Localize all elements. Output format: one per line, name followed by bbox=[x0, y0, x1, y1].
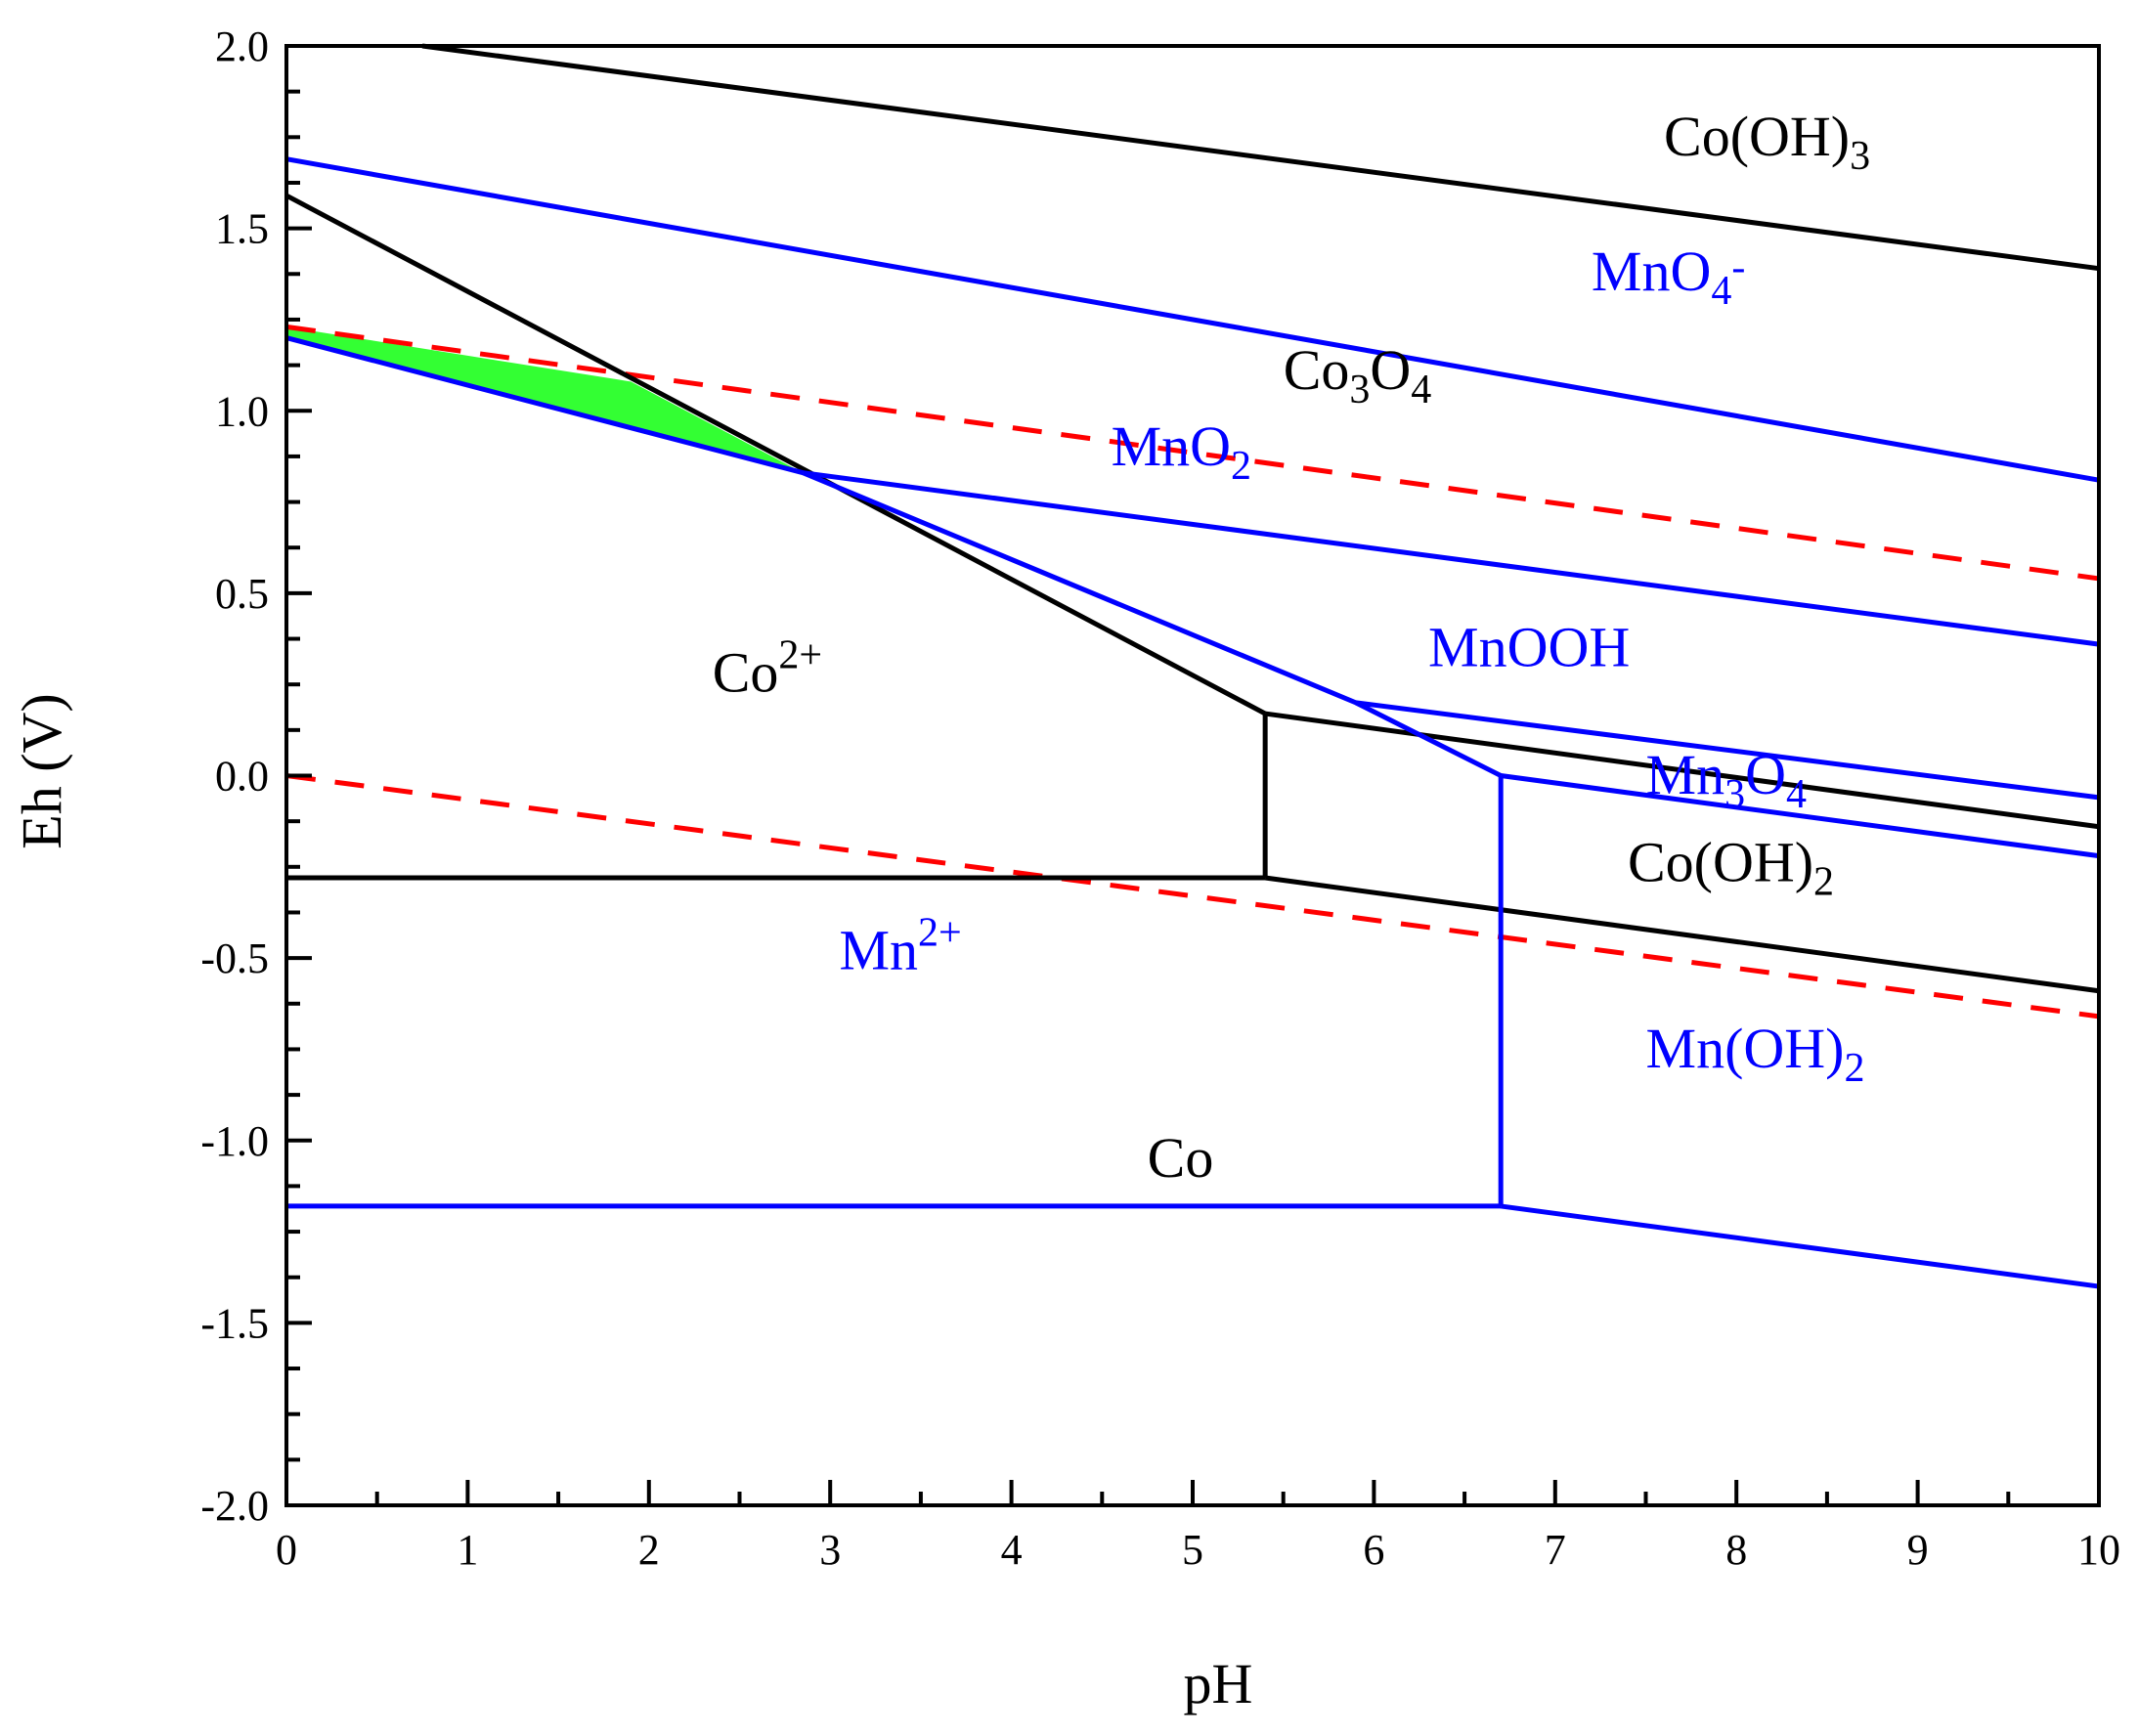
plot-area bbox=[284, 43, 2100, 1289]
region-label: Co bbox=[1148, 1126, 1214, 1190]
x-tick-label: 0 bbox=[276, 1526, 297, 1574]
y-tick-label: 1.5 bbox=[215, 205, 269, 253]
series-line-o2-h2o bbox=[285, 324, 2100, 582]
y-tick-label: 1.0 bbox=[215, 387, 269, 435]
region-label: Co(OH)2 bbox=[1628, 831, 1834, 905]
region-label: Co3O4 bbox=[1284, 338, 1432, 412]
x-tick-label: 10 bbox=[2077, 1526, 2120, 1574]
plot-frame bbox=[284, 44, 2101, 1507]
y-tick-label: -2.0 bbox=[200, 1482, 269, 1530]
y-tick-label: 0.5 bbox=[215, 570, 269, 618]
region-label: MnO2 bbox=[1112, 414, 1251, 489]
series-line-mno2-mn2- bbox=[285, 335, 805, 476]
region-label: Mn(OH)2 bbox=[1646, 1017, 1865, 1091]
x-tick-label: 2 bbox=[638, 1526, 660, 1574]
series-line-mn-oh-2-mn bbox=[1500, 1203, 2100, 1289]
x-axis-title: pH bbox=[1184, 1652, 1253, 1715]
x-tick-label: 4 bbox=[1001, 1526, 1023, 1574]
y-tick-label: -1.5 bbox=[200, 1299, 269, 1347]
x-tick-label: 5 bbox=[1182, 1526, 1203, 1574]
series-line-mno2-mnooh bbox=[803, 470, 2100, 647]
series-line-co-oh-3-co3o4 bbox=[421, 43, 2100, 272]
x-tick-label: 7 bbox=[1545, 1526, 1566, 1574]
series-line-co-oh-2-co bbox=[1264, 875, 2100, 994]
y-tick-label: 0.0 bbox=[215, 753, 269, 801]
x-tick-label: 6 bbox=[1363, 1526, 1384, 1574]
series-line-mno4-mno2 bbox=[285, 156, 2100, 483]
y-axis-title: Eh (V) bbox=[10, 693, 73, 848]
x-tick-label: 1 bbox=[457, 1526, 478, 1574]
y-tick-label: -1.0 bbox=[200, 1117, 269, 1165]
region-labels: Co(OH)3 MnO4- Co3O4 MnO2 Co2+ MnOOH Mn3O4 Co(OH… bbox=[713, 105, 1870, 1190]
series-line-mnooh-mn3o4 bbox=[1355, 700, 2100, 801]
region-label: MnO4- bbox=[1592, 239, 1745, 314]
series-line-co3o4-co2- bbox=[284, 193, 1267, 716]
region-label: Co(OH)3 bbox=[1664, 105, 1870, 179]
region-label: Mn2+ bbox=[839, 910, 961, 981]
x-tick-label: 3 bbox=[819, 1526, 841, 1574]
series-line-co3o4-co-oh-2 bbox=[1264, 711, 2100, 830]
region-label: Co2+ bbox=[713, 633, 822, 705]
x-tick-label: 9 bbox=[1907, 1526, 1929, 1574]
y-tick-label: 2.0 bbox=[215, 22, 269, 70]
axes: 0 1 2 3 4 5 6 7 8 9 10 2.0 1.5 1.0 0.5 0.0 -0.5 -1.0 -1.5 -… bbox=[200, 22, 2120, 1574]
region-label: Mn3O4 bbox=[1646, 743, 1807, 817]
series-line-h2o-h2 bbox=[285, 773, 2100, 1020]
y-tick-label: -0.5 bbox=[200, 934, 269, 982]
highlight-region bbox=[286, 326, 804, 473]
region-label: MnOOH bbox=[1428, 616, 1630, 679]
series-line-mn3o4-mn-oh-2 bbox=[1500, 773, 2100, 859]
x-tick-label: 8 bbox=[1725, 1526, 1747, 1574]
